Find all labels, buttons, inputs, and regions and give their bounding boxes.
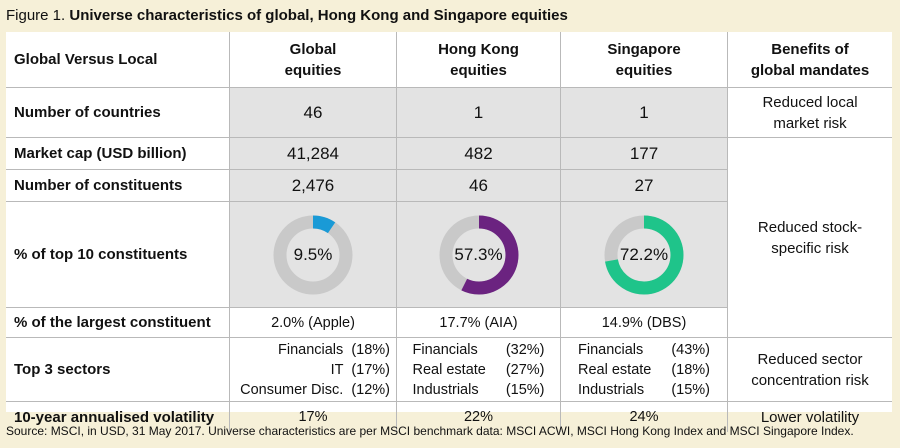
header-label: Global Versus Local	[14, 51, 158, 68]
row-label-countries: Number of countries	[6, 88, 230, 138]
volatility-sg: 24%	[561, 402, 728, 432]
benefit-line: concentration risk	[751, 371, 869, 389]
sectors-hk: Financials (32%) Real estate (27%) Industr…	[397, 338, 561, 402]
header-line: Global	[289, 40, 337, 58]
donut-hk: 57.3%	[439, 215, 519, 295]
header-hk-equities: Hong Kong equities	[397, 32, 561, 88]
sectors-sg: Financials (43%) Real estate (18%) Industr…	[561, 338, 728, 402]
sector-item: Financials (32%)	[413, 340, 545, 360]
sectors-hk-list: Financials (32%) Real estate (27%) Industr…	[413, 340, 545, 400]
largest-sg: 14.9% (DBS)	[561, 308, 728, 338]
sectors-global: Financials (18%) IT (17%) Consumer Disc.…	[230, 338, 397, 402]
header-benefits: Benefits of global mandates	[728, 32, 892, 88]
volatility-hk: 22%	[397, 402, 561, 432]
benefit-line: market risk	[773, 114, 847, 132]
sector-item: Financials (18%)	[277, 341, 390, 358]
figure-title: Figure 1. Universe characteristics of gl…	[6, 6, 568, 26]
donut-hk-svg	[439, 215, 518, 294]
sectors-global-list: Financials (18%) IT (17%) Consumer Disc.…	[230, 340, 396, 400]
benefit-local-market-risk: Reduced local market risk	[728, 88, 892, 138]
sector-share: (18%)	[671, 361, 710, 378]
header-global-vs-local: Global Versus Local	[6, 32, 230, 88]
row-label-volatility: 10-year annualised volatility	[6, 402, 230, 432]
row-label-marketcap: Market cap (USD billion)	[6, 138, 230, 170]
sector-item: Real estate (18%)	[578, 360, 710, 380]
benefit-stock-specific-risk: Reduced stock- specific risk	[728, 138, 892, 338]
marketcap-hk: 482	[397, 138, 561, 170]
donut-global-label: 9.5%	[293, 244, 333, 264]
sector-item: Consumer Disc. (12%)	[240, 381, 390, 398]
constituents-global: 2,476	[230, 170, 397, 202]
countries-sg: 1	[561, 88, 728, 138]
volatility-global: 17%	[230, 402, 397, 432]
constituents-sg: 27	[561, 170, 728, 202]
benefit-line: specific risk	[771, 239, 849, 257]
sector-name: Financials	[412, 341, 478, 358]
sector-name: Real estate	[578, 361, 652, 378]
benefit-lower-volatility: Lower volatility	[760, 408, 860, 426]
characteristics-table: Global Versus Local Global equities Hong…	[6, 32, 892, 432]
constituents-hk: 46	[397, 170, 561, 202]
sector-item: Financials (43%)	[578, 340, 710, 360]
sector-name: Industrials	[412, 381, 479, 398]
donut-sg-label: 72.2%	[619, 244, 669, 264]
benefit-line: Reduced sector	[757, 350, 863, 368]
header-global-equities: Global equities	[230, 32, 397, 88]
sector-share: (32%)	[505, 341, 545, 358]
header-line: Benefits of	[771, 40, 849, 58]
top10-hk-cell: 57.3%	[397, 202, 561, 308]
row-label-largest: % of the largest constituent	[6, 308, 230, 338]
donut-global-svg	[273, 215, 353, 294]
countries-global: 46	[230, 88, 397, 138]
row-label-sectors: Top 3 sectors	[6, 338, 230, 402]
donut-hk-label: 57.3%	[454, 244, 503, 264]
benefit-sector-concentration: Reduced sector concentration risk	[728, 338, 892, 402]
header-line: equities	[450, 61, 507, 79]
figure-title-text: Universe characteristics of global, Hong…	[69, 7, 568, 24]
sector-share: (43%)	[671, 341, 710, 358]
header-sg-equities: Singapore equities	[561, 32, 728, 88]
donut-global: 9.5%	[273, 215, 353, 295]
header-line: Hong Kong	[438, 40, 519, 58]
row-label-constituents: Number of constituents	[6, 170, 230, 202]
donut-arc-global	[273, 215, 353, 294]
sector-name: Real estate	[412, 361, 486, 378]
marketcap-global: 41,284	[230, 138, 397, 170]
figure-number: Figure 1.	[6, 7, 66, 24]
largest-global: 2.0% (Apple)	[230, 308, 397, 338]
header-line: equities	[615, 61, 673, 79]
sector-name: Financials	[578, 341, 644, 358]
countries-hk: 1	[397, 88, 561, 138]
sector-item: Real estate (27%)	[413, 360, 545, 380]
sector-share: (27%)	[505, 361, 545, 378]
top10-global-cell: 9.5%	[230, 202, 397, 308]
sectors-sg-list: Financials (43%) Real estate (18%) Industr…	[578, 340, 710, 400]
donut-sg: 72.2%	[604, 215, 684, 295]
header-line: Singapore	[607, 40, 681, 58]
header-line: global mandates	[750, 61, 870, 79]
sector-item: IT (17%)	[330, 361, 390, 378]
marketcap-sg: 177	[561, 138, 728, 170]
donut-arc-sg	[604, 215, 684, 294]
benefit-line: Reduced stock-	[757, 218, 863, 236]
sector-item: Industrials (15%)	[578, 380, 710, 400]
source-note: Source: MSCI, in USD, 31 May 2017. Unive…	[6, 424, 854, 438]
benefit-line: Reduced local	[762, 93, 858, 111]
largest-hk: 17.7% (AIA)	[397, 308, 561, 338]
row-label-top10: % of top 10 constituents	[6, 202, 230, 308]
sector-item: Industrials (15%)	[413, 380, 545, 400]
sector-share: (15%)	[505, 381, 545, 398]
donut-arc-hk	[439, 215, 518, 294]
top10-sg-cell: 72.2%	[561, 202, 728, 308]
sector-name: Industrials	[578, 381, 645, 398]
header-line: equities	[284, 61, 342, 79]
donut-sg-svg	[604, 215, 684, 294]
sector-share: (15%)	[671, 381, 710, 398]
